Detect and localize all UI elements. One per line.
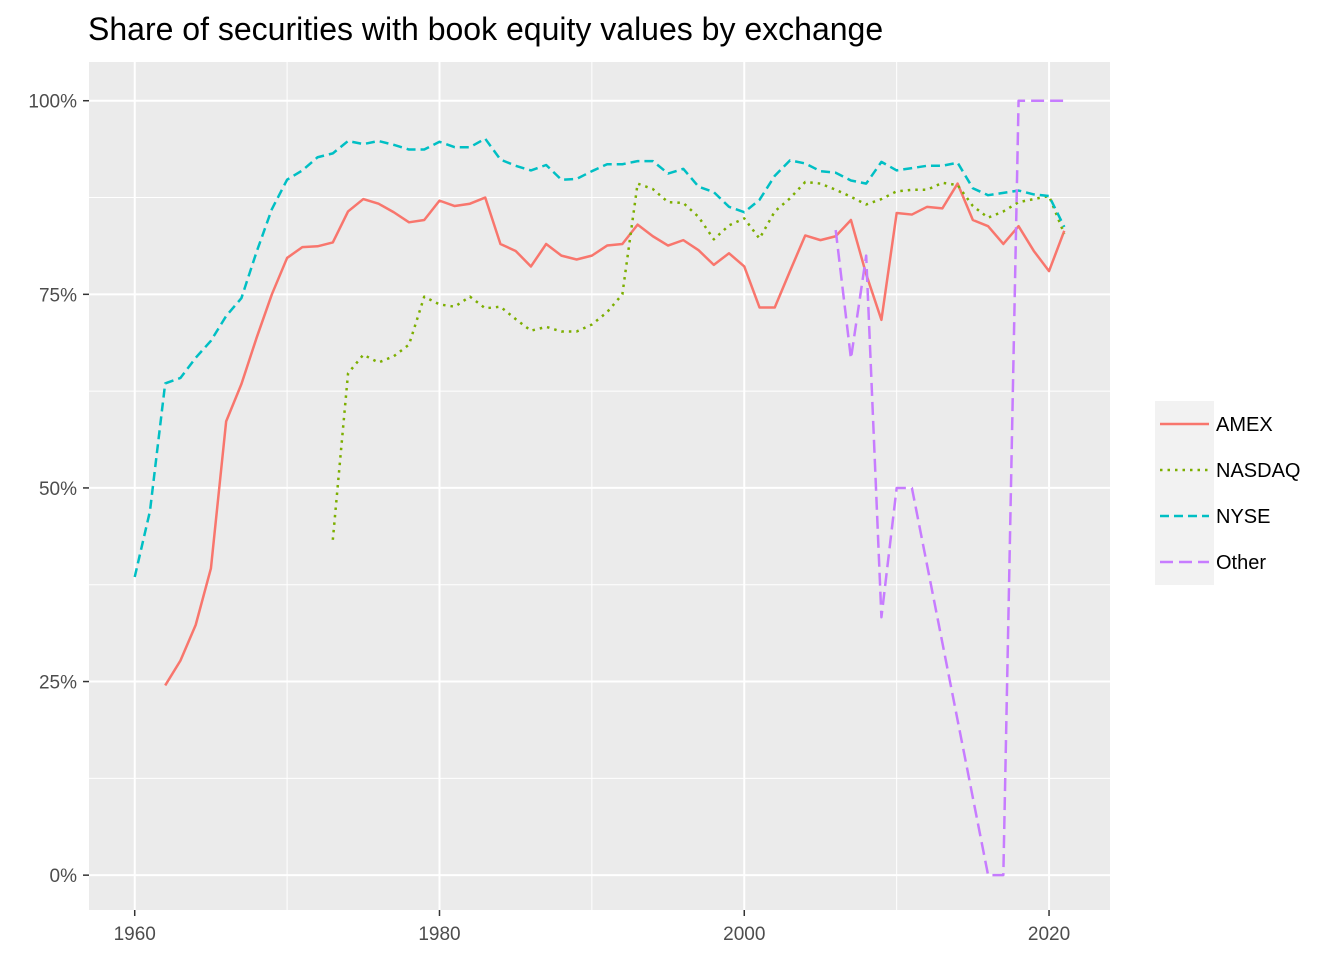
chart-title: Share of securities with book equity val…	[88, 11, 883, 47]
x-tick-label: 1980	[418, 924, 460, 945]
series-lines	[133, 99, 1066, 877]
series-line-amex	[164, 182, 1066, 687]
legend: AMEX NASDAQ NYSE Other	[1155, 401, 1300, 585]
legend-label-other: Other	[1216, 552, 1266, 574]
y-tick-label: 50%	[39, 479, 77, 500]
x-tick-label: 1960	[114, 924, 156, 945]
y-tick-label: 0%	[50, 866, 78, 887]
series-line-nyse	[133, 137, 1066, 578]
plot-panel	[89, 62, 1110, 910]
legend-label-amex: AMEX	[1216, 414, 1273, 436]
legend-label-nasdaq: NASDAQ	[1216, 460, 1300, 482]
legend-label-nyse: NYSE	[1216, 506, 1270, 528]
x-tick-label: 2000	[723, 924, 765, 945]
y-tick-label: 100%	[28, 92, 77, 113]
x-tick-label: 2020	[1028, 924, 1070, 945]
series-line-other	[834, 99, 1065, 877]
y-tick-label: 75%	[39, 285, 77, 306]
grid-lines	[89, 62, 1110, 910]
y-tick-label: 25%	[39, 673, 77, 694]
axes: 1960 1980 2000 2020 0% 25% 50% 75% 100%	[28, 92, 1070, 945]
